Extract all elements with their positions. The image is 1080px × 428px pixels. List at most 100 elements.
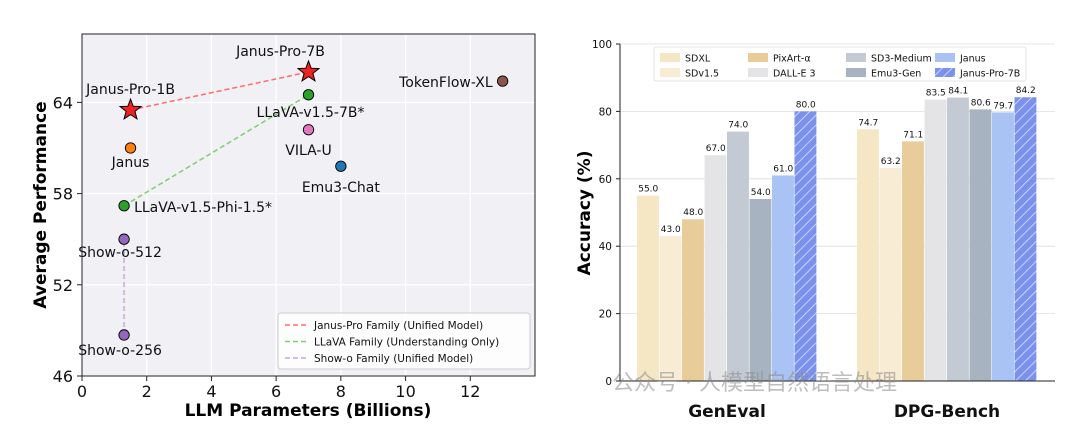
scatter-point-label: Janus: [111, 155, 150, 171]
bar-legend-box: [653, 46, 1027, 82]
scatter-point-label: Emu3-Chat: [302, 180, 381, 196]
bar-marks: [637, 97, 1037, 382]
bar: [637, 195, 659, 381]
bar-legend-label: Janus-Pro-7B: [959, 69, 1020, 80]
scatter-x-tick-label: 4: [206, 382, 216, 401]
bar-legend-swatch: [748, 68, 768, 77]
bar-legend-label: SD3-Medium: [871, 54, 932, 65]
scatter-x-tick-label: 10: [395, 382, 415, 401]
scatter-chart: Janus-Pro-7B Janus-Pro-1B TokenFlow-XL LLaV…: [31, 33, 536, 421]
bar-legend-swatch: [846, 53, 866, 62]
bar-value-label: 80.0: [796, 100, 816, 110]
scatter-family-line: [130, 71, 309, 111]
scatter-legend-box: [277, 312, 531, 370]
bar-value-label: 55.0: [638, 185, 658, 195]
bar: [659, 236, 682, 381]
scatter-point: [118, 200, 130, 212]
scatter-point: [302, 124, 315, 136]
bar-legend-label: Emu3-Gen: [871, 69, 921, 80]
bar-legend-label: SDv1.5: [685, 69, 719, 80]
bar-value-label: 79.7: [993, 101, 1013, 111]
scatter-point-label: Show-o-512: [78, 245, 162, 261]
scatter-point: [118, 233, 130, 245]
bar: [1014, 97, 1037, 381]
bar: [727, 131, 749, 381]
bar-value-label: 63.2: [881, 157, 901, 167]
scatter-point-star: [296, 59, 321, 83]
bar-value-labels: 55.0 43.048.0 67.0 74.0 54.0 61.0 80.0 74.7 63.2…: [638, 86, 1036, 235]
scatter-legend-label: LLaVA Family (Understanding Only): [314, 337, 499, 349]
scatter-point: [335, 160, 347, 172]
scatter-point-label: TokenFlow-XL: [398, 75, 493, 91]
bar-y-tick-label: 40: [599, 241, 612, 253]
scatter-x-tick-label: 8: [336, 382, 346, 401]
bar-y-tick-label: 0: [605, 376, 612, 388]
bar: [704, 155, 727, 381]
bar-value-label: 67.0: [706, 144, 726, 154]
bar-value-label: 61.0: [773, 164, 793, 174]
bar-value-label: 83.5: [926, 89, 946, 99]
scatter-family-line: [123, 94, 309, 207]
bar: [857, 129, 879, 381]
scatter-point-label: LLaVA-v1.5-7B*: [257, 105, 365, 121]
bar-value-label: 84.1: [948, 87, 968, 97]
scatter-y-ticks: 46 52 58 64: [53, 93, 82, 386]
bar: [749, 199, 772, 381]
scatter-x-tick-label: 0: [77, 382, 87, 401]
scatter-point-labels: Janus-Pro-7B Janus-Pro-1B TokenFlow-XL LLaV…: [78, 44, 493, 359]
bar-y-tick-label: 100: [592, 39, 612, 51]
scatter-point: [302, 89, 315, 101]
scatter-x-tick-label: 6: [271, 382, 281, 401]
bar-value-label: 43.0: [661, 225, 681, 235]
bar-y-tick-label: 80: [599, 106, 612, 118]
scatter-point-label: LLaVA-v1.5-Phi-1.5*: [134, 200, 272, 216]
scatter-y-tick-label: 52: [53, 276, 73, 295]
bar: [924, 99, 947, 381]
scatter-legend: Janus-Pro Family (Unified Model) LLaVA Fa…: [277, 312, 531, 370]
bar-category-labels: GenEval DPG-Bench: [688, 402, 1000, 422]
bar-category-label: DPG-Bench: [894, 402, 1000, 422]
bar-y-axis-label: Accuracy (%): [575, 151, 595, 276]
bar: [772, 175, 794, 381]
bar-value-label: 71.1: [903, 130, 923, 140]
scatter-x-tick-label: 12: [460, 382, 480, 401]
bar-legend-swatch: [846, 68, 866, 77]
bar-category-label: GenEval: [688, 402, 766, 422]
bar-legend-swatch: [935, 53, 955, 62]
scatter-point-label: Show-o-256: [78, 343, 162, 359]
scatter-x-tick-label: 2: [142, 382, 152, 401]
scatter-x-axis-label: LLM Parameters (Billions): [185, 401, 432, 421]
scatter-legend-label: Show-o Family (Unified Model): [314, 353, 473, 365]
scatter-y-tick-label: 58: [53, 185, 73, 204]
scatter-points: [118, 59, 509, 341]
bar-legend-label: PixArt-α: [773, 54, 811, 65]
bar: [992, 112, 1014, 381]
bar: [969, 109, 992, 382]
bar-value-label: 84.2: [1016, 86, 1036, 96]
bar: [879, 168, 902, 381]
bar-legend-swatch: [748, 53, 768, 62]
scatter-point: [118, 329, 130, 341]
bar: [794, 111, 817, 382]
bar-legend-swatch: [660, 68, 680, 77]
bar-value-label: 80.6: [971, 98, 991, 108]
bar: [947, 97, 969, 381]
scatter-y-tick-label: 46: [53, 367, 73, 386]
scatter-point: [124, 142, 137, 154]
scatter-family-lines: [123, 71, 309, 335]
bar-legend-label: SDXL: [685, 54, 711, 65]
scatter-y-tick-label: 64: [53, 93, 73, 112]
bar-y-tick-label: 20: [599, 309, 612, 321]
bar-y-ticks: 0 20 40 60 80 100: [592, 39, 620, 388]
bar-chart: 55.0 43.048.0 67.0 74.0 54.0 61.0 80.0 74.7 63.2…: [575, 39, 1055, 422]
bar-value-label: 54.0: [751, 188, 771, 198]
scatter-point-label: VILA-U: [285, 143, 331, 159]
bar: [682, 219, 704, 381]
bar: [902, 141, 924, 381]
bar-legend-swatch: [935, 68, 955, 77]
bar-value-label: 48.0: [683, 208, 703, 218]
bar-legend: SDXL SDv1.5 PixArt-α DALL-E 3 SD3-Medium Emu3…: [653, 46, 1027, 82]
bar-legend-label: Janus: [959, 54, 986, 65]
bar-legend-swatch: [660, 53, 680, 62]
